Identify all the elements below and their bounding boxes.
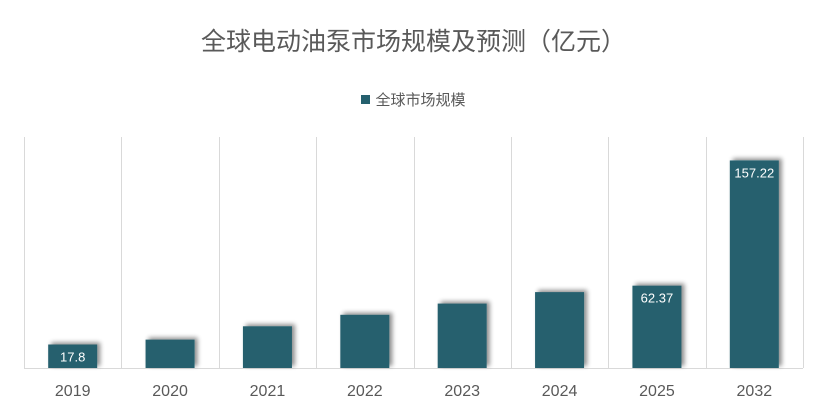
bar [242, 326, 292, 368]
data-label: 157.22 [734, 165, 774, 180]
x-tick-label: 2024 [542, 383, 578, 400]
bar [535, 292, 585, 368]
x-tick-label: 2022 [347, 383, 383, 400]
bar [340, 314, 390, 368]
x-tick-label: 2020 [152, 383, 188, 400]
bar [729, 160, 779, 368]
x-tick-label: 2032 [737, 383, 773, 400]
legend-label: 全球市场规模 [375, 91, 466, 109]
x-tick-label: 2025 [639, 383, 675, 400]
data-label: 17.8 [60, 350, 85, 365]
x-tick-label: 2019 [55, 383, 91, 400]
legend: 全球市场规模 [0, 89, 827, 110]
x-tick-label: 2021 [250, 383, 286, 400]
legend-swatch [361, 95, 371, 104]
chart-title: 全球电动油泵市场规模及预测（亿元） [200, 27, 626, 56]
bar [48, 344, 98, 368]
x-tick-label: 2023 [444, 383, 480, 400]
bar [437, 303, 487, 368]
bar [145, 339, 195, 368]
bar [632, 285, 682, 368]
data-label: 62.37 [641, 291, 674, 306]
